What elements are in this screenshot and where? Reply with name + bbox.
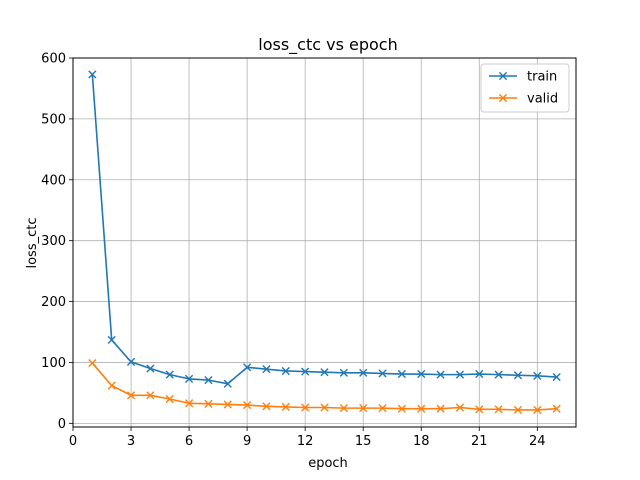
data-point-valid	[436, 404, 445, 413]
x-tick-label: 9	[243, 434, 251, 449]
data-point-train	[397, 369, 406, 379]
data-point-valid	[204, 399, 213, 408]
x-tick-label: 24	[529, 434, 546, 449]
data-point-train	[320, 368, 329, 377]
data-point-train	[107, 335, 116, 345]
legend-entry-valid: valid	[489, 92, 558, 107]
data-point-train	[339, 368, 348, 377]
data-point-train	[262, 365, 271, 374]
data-point-valid	[165, 394, 174, 404]
data-point-train	[146, 364, 155, 373]
y-tick-label: 600	[41, 52, 66, 67]
x-tick-label: 21	[471, 434, 488, 449]
data-point-valid	[301, 403, 310, 412]
data-point-valid	[552, 404, 561, 413]
y-tick-label: 300	[41, 234, 66, 249]
data-point-valid	[494, 405, 503, 414]
data-point-valid	[378, 404, 387, 413]
data-point-valid	[533, 405, 542, 415]
data-point-valid	[513, 405, 523, 415]
data-point-train	[223, 379, 232, 388]
data-point-valid	[455, 403, 465, 412]
x-tick-label: 18	[413, 434, 430, 449]
data-point-train	[513, 371, 523, 380]
x-tick-label: 0	[69, 434, 77, 449]
data-point-valid	[184, 399, 194, 408]
data-point-train	[359, 368, 368, 377]
plot-series	[88, 70, 561, 415]
data-point-valid	[359, 404, 368, 413]
data-point-train	[494, 370, 503, 379]
data-point-valid	[281, 402, 290, 412]
data-point-train	[475, 369, 484, 379]
data-point-train	[301, 367, 310, 376]
data-point-train	[455, 370, 465, 379]
series-train	[88, 70, 561, 388]
data-point-train	[88, 70, 97, 79]
data-point-valid	[339, 404, 348, 413]
data-point-train	[378, 369, 387, 378]
data-point-valid	[107, 381, 116, 390]
y-tick-label: 100	[41, 356, 66, 371]
legend-label: valid	[527, 92, 558, 107]
legend-entry-train: train	[489, 70, 557, 85]
y-axis-label: loss_ctc	[25, 217, 40, 268]
series-valid	[88, 358, 561, 415]
data-point-train	[533, 371, 542, 380]
data-point-train	[417, 369, 426, 379]
data-point-valid	[397, 404, 406, 413]
data-point-train	[243, 363, 252, 372]
axis-ticks: 0 3 6 9 12 15 18 21 24 0 100 200 300 400 500 600	[41, 52, 545, 450]
data-point-train	[184, 374, 194, 383]
data-point-valid	[475, 405, 484, 414]
x-tick-label: 12	[297, 434, 314, 449]
data-point-train	[552, 372, 561, 382]
data-point-train	[165, 370, 174, 379]
data-point-valid	[243, 400, 252, 410]
x-tick-label: 3	[127, 434, 135, 449]
data-point-train	[436, 370, 445, 379]
legend: train valid	[480, 63, 570, 113]
data-point-valid	[417, 404, 426, 413]
grid	[72, 57, 576, 427]
y-tick-label: 0	[58, 417, 66, 432]
x-tick-label: 6	[185, 434, 193, 449]
plot-frame	[72, 57, 577, 428]
y-tick-label: 200	[41, 295, 66, 310]
data-point-valid	[223, 400, 232, 409]
legend-marker	[498, 93, 508, 103]
data-point-valid	[262, 402, 271, 411]
y-tick-label: 500	[41, 112, 66, 127]
data-point-train	[281, 366, 290, 376]
x-axis-label: epoch	[308, 456, 348, 471]
chart-title: loss_ctc vs epoch	[258, 35, 397, 55]
data-point-valid	[320, 403, 329, 412]
data-point-train	[204, 376, 213, 385]
data-point-train	[126, 357, 136, 366]
x-tick-label: 15	[355, 434, 372, 449]
legend-label: train	[527, 70, 557, 85]
legend-marker	[498, 71, 508, 81]
data-point-valid	[126, 391, 136, 400]
data-point-valid	[146, 391, 155, 400]
y-tick-label: 400	[41, 173, 66, 188]
data-point-valid	[88, 358, 97, 368]
